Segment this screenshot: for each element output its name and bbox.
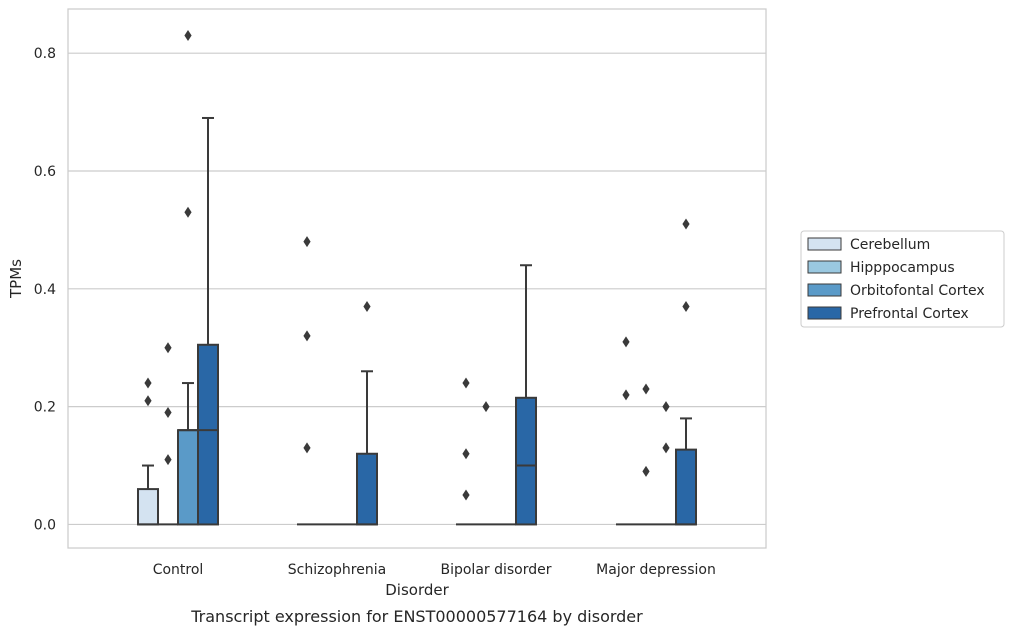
grid-lines — [68, 52, 766, 526]
legend-swatch — [807, 260, 842, 274]
box-body — [197, 343, 219, 526]
legend-label: Cerebellum — [850, 237, 930, 253]
legend-label: Orbitofontal Cortex — [850, 283, 985, 299]
y-tick-label: 0.8 — [34, 46, 56, 62]
x-tick-label: Schizophrenia — [288, 562, 386, 578]
outlier-point — [184, 30, 192, 42]
box-prefrontal-cortex — [515, 264, 537, 526]
box-prefrontal-cortex — [356, 370, 378, 526]
box-body — [356, 452, 378, 526]
box-body — [137, 488, 159, 526]
outlier-point — [363, 300, 371, 312]
chart-caption: Transcript expression for ENST0000057716… — [190, 607, 643, 626]
y-tick-label: 0.0 — [34, 517, 56, 533]
y-tick-label: 0.6 — [34, 164, 56, 180]
outlier-point — [164, 407, 172, 419]
legend-label: Hipppocampus — [850, 260, 955, 276]
x-axis-ticks: Control Schizophrenia Bipolar disorder Majo… — [153, 562, 716, 578]
legend-swatch — [807, 237, 842, 251]
box-cerebellum — [137, 464, 159, 526]
outlier-point — [144, 377, 152, 389]
box-body — [675, 448, 697, 526]
box-orbitofontal-cortex — [177, 382, 199, 526]
outlier-point — [642, 465, 650, 477]
legend-frame — [800, 230, 1005, 328]
box-prefrontal-cortex — [197, 116, 219, 526]
y-axis-label: TPMs — [7, 259, 25, 299]
outlier-point — [482, 401, 490, 413]
box-prefrontal-cortex — [675, 417, 697, 526]
legend-swatch — [807, 283, 842, 297]
x-tick-label: Bipolar disorder — [440, 562, 551, 578]
outlier-point — [462, 377, 470, 389]
y-axis-ticks: 0.0 0.2 0.4 0.6 0.8 — [34, 46, 56, 533]
outlier-point — [462, 489, 470, 501]
outlier-point — [662, 401, 670, 413]
legend-label: Prefrontal Cortex — [850, 306, 969, 322]
outlier-point — [303, 236, 311, 248]
outlier-point — [682, 218, 690, 230]
legend[interactable]: Cerebellum Hipppocampus Orbitofontal Corte… — [800, 230, 1005, 328]
outlier-point — [662, 442, 670, 454]
legend-items: Cerebellum Hipppocampus Orbitofontal Corte… — [807, 237, 985, 322]
box-body — [177, 429, 199, 526]
outlier-point — [682, 300, 690, 312]
box-body — [515, 396, 537, 526]
outlier-point — [642, 383, 650, 395]
outlier-point — [164, 342, 172, 354]
x-tick-label: Major depression — [596, 562, 716, 578]
legend-swatch — [807, 306, 842, 320]
outlier-marks — [144, 30, 690, 501]
outlier-point — [303, 442, 311, 454]
y-tick-label: 0.4 — [34, 282, 56, 298]
x-axis-label: Disorder — [385, 581, 449, 599]
outlier-point — [164, 454, 172, 466]
outlier-point — [184, 206, 192, 218]
x-tick-label: Control — [153, 562, 204, 578]
outlier-point — [303, 330, 311, 342]
box-marks — [137, 116, 697, 526]
plot-area-frame — [67, 8, 767, 549]
outlier-point — [622, 389, 630, 401]
y-tick-label: 0.2 — [34, 400, 56, 416]
outlier-point — [622, 336, 630, 348]
outlier-point — [144, 395, 152, 407]
outlier-point — [462, 448, 470, 460]
